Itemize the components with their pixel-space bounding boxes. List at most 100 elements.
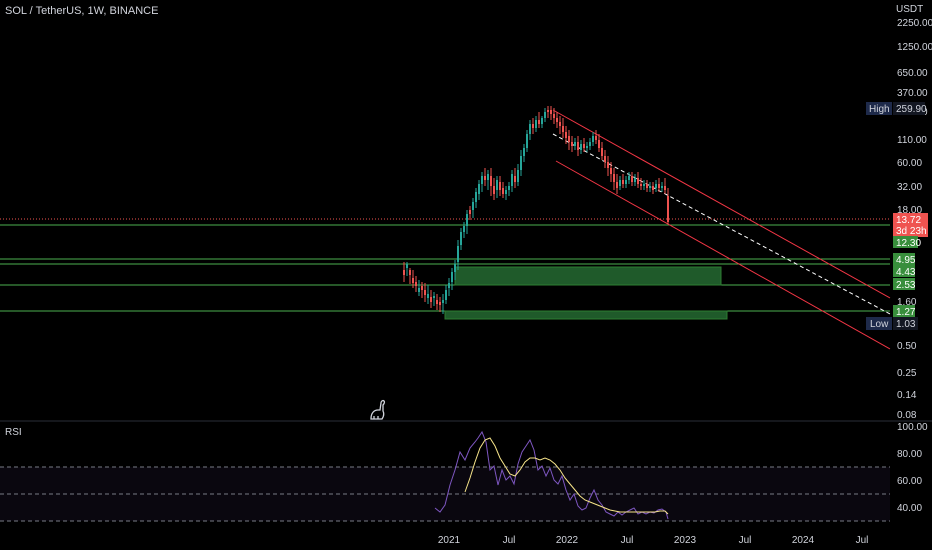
candle-body [418, 288, 420, 292]
channel-lower-line[interactable] [555, 160, 891, 350]
candle-body [502, 188, 504, 194]
demand-zone-lower[interactable] [444, 310, 728, 320]
channel-upper-line[interactable] [552, 109, 891, 299]
candle-body [571, 142, 573, 146]
candle-body [652, 186, 654, 190]
candle-body [595, 136, 597, 140]
candle-body [466, 214, 468, 226]
candle-body [601, 148, 603, 156]
candle-body [619, 180, 621, 186]
candle-body [646, 184, 648, 188]
candles-group [403, 106, 669, 314]
candle-body [448, 283, 450, 288]
candle-body [490, 176, 492, 186]
candle-body [574, 142, 576, 146]
candle-body [439, 302, 441, 305]
candle-body [622, 180, 624, 184]
candle-body [424, 290, 426, 295]
candle-body [613, 174, 615, 182]
candle-body [562, 126, 564, 132]
candle-body [469, 210, 471, 214]
channel-mid-line[interactable] [552, 133, 891, 315]
candle-body [403, 270, 405, 275]
candle-body [565, 132, 567, 138]
candle-body [505, 190, 507, 194]
candle-body [487, 174, 489, 180]
candle-body [496, 180, 498, 190]
candle-body [493, 186, 495, 194]
candle-body [484, 176, 486, 180]
candle-body [637, 178, 639, 184]
candle-body [550, 110, 552, 114]
candle-body [463, 226, 465, 232]
price-pane[interactable] [0, 106, 891, 350]
candle-body [535, 120, 537, 128]
candle-body [520, 156, 522, 170]
candle-body [406, 264, 408, 268]
candle-body [547, 110, 549, 112]
candle-body [460, 232, 462, 245]
rsi-label[interactable]: RSI [5, 427, 22, 438]
candle-body [433, 296, 435, 298]
candle-body [427, 294, 429, 298]
candle-body [667, 196, 669, 222]
candle-body [415, 282, 417, 286]
candle-body [589, 142, 591, 146]
candle-body [517, 170, 519, 182]
demand-zone-upper[interactable] [454, 266, 722, 286]
dino-icon[interactable] [368, 399, 388, 421]
candle-body [499, 182, 501, 190]
candle-body [553, 114, 555, 118]
candle-body [544, 112, 546, 118]
candle-body [442, 300, 444, 303]
currency-label: USDT [896, 4, 924, 15]
candle-body [472, 202, 474, 210]
candle-body [577, 142, 579, 150]
candle-body [538, 120, 540, 124]
candle-body [430, 297, 432, 302]
candle-body [580, 144, 582, 150]
candle-body [640, 184, 642, 186]
candle-body [610, 168, 612, 174]
candle-body [556, 118, 558, 122]
candle-body [481, 176, 483, 184]
candle-body [607, 162, 609, 168]
candle-body [598, 140, 600, 148]
candle-body [526, 134, 528, 148]
candle-body [436, 300, 438, 304]
candle-body [616, 182, 618, 188]
candle-body [568, 136, 570, 142]
candle-body [661, 186, 663, 188]
candle-body [529, 124, 531, 134]
candle-body [541, 118, 543, 124]
candle-body [628, 176, 630, 180]
candle-body [511, 174, 513, 186]
candle-body [658, 184, 660, 188]
rsi-pane[interactable] [0, 430, 890, 522]
candle-body [508, 186, 510, 190]
candle-body [559, 122, 561, 126]
candle-body [514, 176, 516, 182]
candle-body [478, 184, 480, 194]
candle-body [655, 184, 657, 188]
candle-body [625, 180, 627, 184]
candle-body [664, 186, 666, 190]
candle-body [445, 290, 447, 300]
candle-body [532, 124, 534, 128]
candle-body [475, 192, 477, 202]
candle-body [634, 178, 636, 182]
candle-body [409, 270, 411, 275]
candle-body [631, 176, 633, 182]
candle-body [454, 264, 456, 272]
candle-body [592, 136, 594, 142]
rsi-line [434, 430, 669, 520]
candle-body [583, 144, 585, 148]
candle-body [643, 184, 645, 186]
candle-body [649, 186, 651, 188]
candle-body [412, 278, 414, 283]
candle-body [451, 272, 453, 282]
rsi-ma-line [464, 437, 669, 515]
symbol-title[interactable]: SOL / TetherUS, 1W, BINANCE [5, 5, 159, 17]
candle-body [523, 148, 525, 156]
